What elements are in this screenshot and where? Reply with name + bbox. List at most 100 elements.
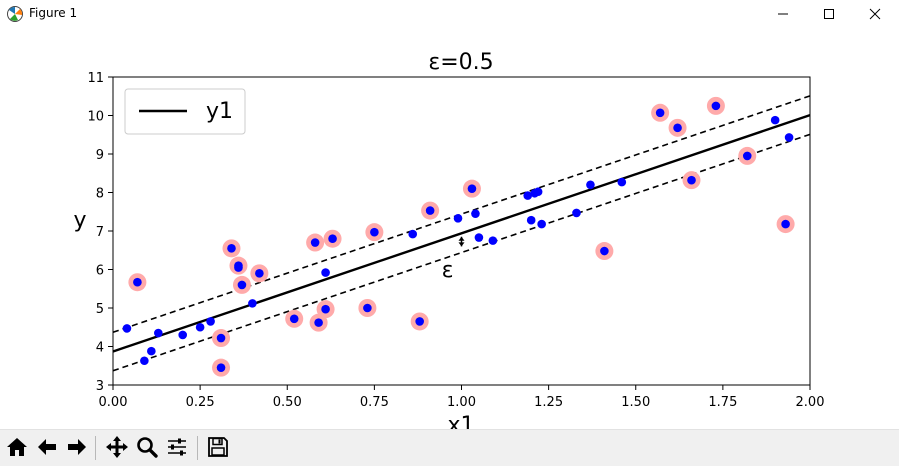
pan-button[interactable] [103, 433, 131, 461]
y-tick-label: 4 [96, 341, 104, 356]
data-point [781, 219, 790, 229]
data-point [237, 280, 247, 290]
data-point [122, 324, 132, 333]
home-button[interactable] [3, 433, 31, 461]
x-tick-label: 0.75 [360, 395, 389, 410]
forward-button[interactable] [63, 433, 91, 461]
data-point [289, 314, 299, 324]
data-point [248, 299, 257, 308]
back-button[interactable] [33, 433, 61, 461]
maximize-icon [824, 9, 834, 19]
data-point [655, 108, 665, 118]
x-axis-label: x1 [447, 413, 474, 429]
x-tick-label: 0.50 [273, 395, 302, 410]
x-tick-label: 1.50 [621, 395, 650, 410]
data-point [234, 263, 243, 272]
x-tick-label: 0.25 [186, 395, 215, 410]
data-point [488, 236, 498, 245]
x-tick-label: 1.75 [708, 395, 737, 410]
regression-line [113, 113, 810, 353]
legend: y1 [124, 88, 246, 135]
scatter-chart: 0.00 0.25 0.50 0.75 1.00 1.25 1.50 1.75 2.00 3 4 5 6… [73, 50, 825, 429]
figure-canvas: 0.00 0.25 0.50 0.75 1.00 1.25 1.50 1.75 2.00 3 4 5 6… [0, 28, 899, 429]
data-point [586, 180, 595, 190]
zoom-button[interactable] [133, 433, 161, 461]
data-point [227, 244, 236, 253]
data-point [471, 209, 480, 218]
data-point [526, 215, 536, 225]
data-point [687, 175, 696, 185]
floppy-disk-icon [208, 437, 228, 457]
close-icon [869, 8, 881, 20]
x-tick-label: 0.00 [99, 395, 128, 410]
data-point [537, 219, 546, 229]
configure-subplots-button[interactable] [163, 433, 191, 461]
data-point [415, 317, 424, 326]
data-point [770, 115, 780, 125]
data-point [617, 177, 627, 187]
x-tick-label: 1.00 [447, 395, 476, 410]
data-point [784, 133, 794, 142]
data-point [742, 151, 752, 161]
data-point [255, 269, 264, 278]
arrow-right-icon [68, 439, 86, 455]
y-tick-label: 11 [87, 71, 104, 86]
data-point [363, 303, 372, 313]
y-tick-label: 5 [96, 302, 104, 317]
data-point [673, 123, 682, 133]
data-point [328, 234, 337, 243]
y-tick-label: 10 [87, 110, 104, 125]
sliders-icon [168, 438, 186, 456]
data-point [206, 317, 215, 326]
y-tick-label: 6 [96, 264, 104, 279]
y-axis-label: y [73, 208, 86, 233]
data-point [133, 277, 142, 287]
data-point [216, 363, 226, 372]
legend-label: y1 [206, 99, 233, 124]
upper-margin-line [113, 95, 810, 334]
y-tick-label: 9 [96, 148, 104, 163]
epsilon-annotation: ε [442, 258, 454, 283]
title-bar: Figure 1 [0, 0, 899, 28]
matplotlib-logo-icon [7, 6, 23, 22]
y-tick-label: 8 [96, 187, 104, 202]
magnifier-icon [137, 437, 158, 458]
data-point [523, 191, 533, 200]
data-point [195, 322, 205, 332]
data-point [216, 333, 226, 343]
move-icon [106, 436, 128, 458]
maximize-button[interactable] [806, 0, 852, 28]
arrow-left-icon [38, 439, 56, 455]
data-point [370, 227, 379, 237]
epsilon-arrow-head [458, 242, 465, 247]
data-point [711, 101, 721, 111]
data-point [474, 233, 484, 242]
minimize-button[interactable] [760, 0, 806, 28]
data-point [154, 328, 163, 338]
home-icon [7, 438, 27, 456]
data-point [147, 346, 156, 356]
data-point [178, 330, 187, 340]
y-tick-label: 3 [96, 379, 104, 394]
navigation-toolbar [0, 429, 899, 466]
toolbar-separator [95, 436, 96, 460]
data-point [600, 246, 609, 256]
data-point [425, 206, 435, 215]
data-point [310, 238, 320, 247]
data-point [572, 208, 581, 218]
minimize-icon [778, 13, 788, 15]
close-button[interactable] [852, 0, 898, 28]
data-point [453, 213, 463, 223]
data-point [533, 187, 543, 197]
epsilon-arrow-head [458, 236, 465, 241]
x-tick-label: 1.25 [534, 395, 563, 410]
chart-title: ε=0.5 [428, 50, 493, 75]
data-point [321, 304, 330, 314]
save-button[interactable] [204, 433, 232, 461]
data-point [467, 184, 477, 193]
data-point [140, 356, 149, 366]
data-point [314, 318, 323, 327]
window-title: Figure 1 [29, 6, 78, 20]
y-tick-label: 7 [96, 225, 104, 240]
x-tick-label: 2.00 [796, 395, 825, 410]
